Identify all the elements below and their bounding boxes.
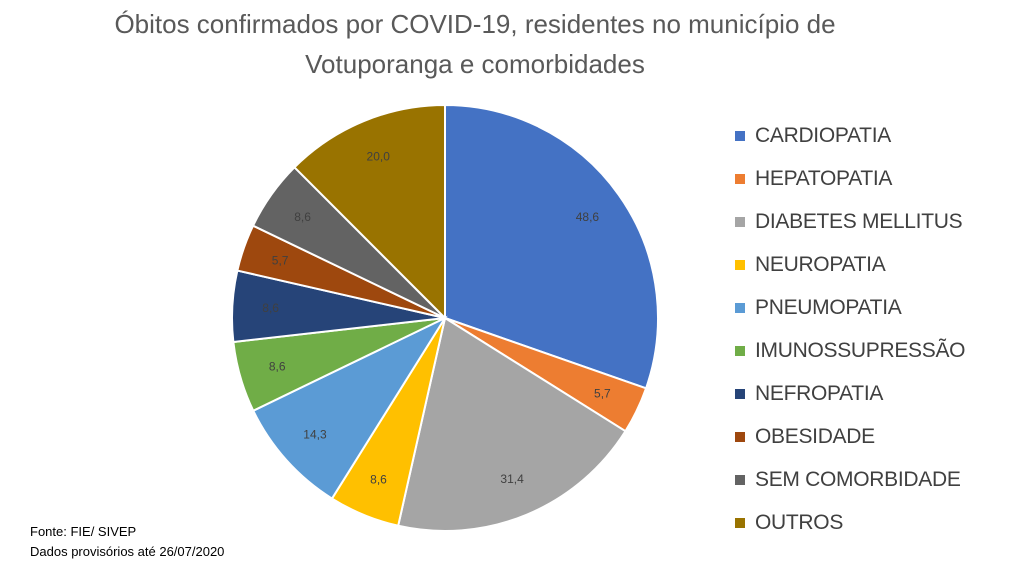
legend-item: NEFROPATIA xyxy=(735,372,980,415)
legend-label: CARDIOPATIA xyxy=(755,123,891,147)
legend-label: NEUROPATIA xyxy=(755,252,886,276)
legend-swatch xyxy=(735,216,745,227)
footer: Fonte: FIE/ SIVEP Dados provisórios até … xyxy=(30,522,224,562)
legend-label: SEM COMORBIDADE xyxy=(755,467,961,491)
legend-swatch xyxy=(735,431,745,442)
legend-swatch xyxy=(735,130,745,141)
pie-slice-cardiopatia xyxy=(444,103,659,390)
slice-value-label: 8,6 xyxy=(294,210,311,224)
legend-swatch xyxy=(735,474,745,485)
slice-value-label: 5,7 xyxy=(594,387,611,401)
chart-title: Óbitos confirmados por COVID-19, residen… xyxy=(0,4,950,84)
legend-swatch xyxy=(735,302,745,313)
legend-item: OUTROS xyxy=(735,501,980,544)
legend-label: PNEUMOPATIA xyxy=(755,295,902,319)
legend-swatch xyxy=(735,345,745,356)
slice-value-label: 8,6 xyxy=(269,360,286,374)
legend-label: OUTROS xyxy=(755,510,844,534)
chart-title-line1: Óbitos confirmados por COVID-19, residen… xyxy=(114,9,836,39)
legend-label: OBESIDADE xyxy=(755,424,875,448)
legend-label: DIABETES MELLITUS xyxy=(755,209,963,233)
legend-label: IMUNOSSUPRESSÃO xyxy=(755,338,966,362)
slice-value-label: 20,0 xyxy=(367,150,391,164)
slice-value-label: 8,6 xyxy=(262,301,279,315)
legend-item: OBESIDADE xyxy=(735,415,980,458)
slice-value-label: 48,6 xyxy=(576,210,600,224)
legend-label: NEFROPATIA xyxy=(755,381,884,405)
slice-value-label: 31,4 xyxy=(500,472,524,486)
legend-item: DIABETES MELLITUS xyxy=(735,200,980,243)
legend-item: NEUROPATIA xyxy=(735,243,980,286)
legend-swatch xyxy=(735,517,745,528)
legend-label: HEPATOPATIA xyxy=(755,166,893,190)
slice-value-label: 8,6 xyxy=(370,473,387,487)
pie-slice-diabetes-mellitus xyxy=(396,316,627,532)
legend-item: IMUNOSSUPRESSÃO xyxy=(735,329,980,372)
chart-title-line2: Votuporanga e comorbidades xyxy=(305,49,645,79)
pie-slice-pneumopatia xyxy=(251,315,448,500)
legend: CARDIOPATIA HEPATOPATIA DIABETES MELLITUS N… xyxy=(735,114,980,544)
slice-value-label: 14,3 xyxy=(303,428,327,442)
legend-item: PNEUMOPATIA xyxy=(735,286,980,329)
legend-swatch xyxy=(735,388,745,399)
provisional-note: Dados provisórios até 26/07/2020 xyxy=(30,544,225,559)
legend-item: HEPATOPATIA xyxy=(735,157,980,200)
legend-item: SEM COMORBIDADE xyxy=(735,458,980,501)
legend-item: CARDIOPATIA xyxy=(735,114,980,157)
source-note: Fonte: FIE/ SIVEP xyxy=(30,524,137,539)
legend-swatch xyxy=(735,259,745,270)
slice-value-label: 5,7 xyxy=(272,253,289,267)
legend-swatch xyxy=(735,173,745,184)
pie-slice-outros xyxy=(293,103,446,321)
